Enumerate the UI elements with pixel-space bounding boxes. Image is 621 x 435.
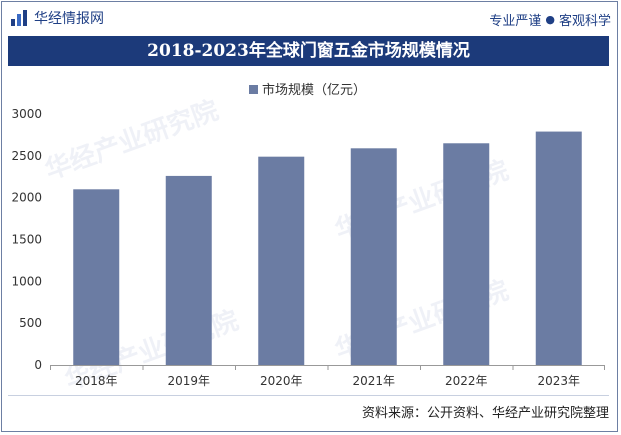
bar [350,148,397,365]
y-tick-label: 2500 [11,149,42,163]
chart-title: 2018-2023年全球门窗五金市场规模情况 [8,36,609,66]
brand-name: 华经情报网 [34,11,104,27]
y-tick-label: 1000 [11,274,42,288]
tagline-right: 客观科学 [558,14,611,29]
x-tick-label: 2018年 [75,374,118,388]
tagline-left: 专业严谨 [489,14,542,29]
y-tick-label: 2000 [11,191,42,205]
legend-label: 市场规模（亿元） [262,82,366,98]
x-tick-label: 2021年 [352,374,395,388]
x-tick-label: 2023年 [537,374,580,388]
top-bar: 华经情报网 专业严谨 ● 客观科学 [0,0,621,36]
y-tick-label: 0 [34,358,42,372]
y-tick-label: 500 [19,316,42,330]
bar [73,189,120,365]
y-tick-label: 1500 [11,233,42,247]
bar [165,175,212,365]
bar [535,131,582,365]
bar [443,143,490,365]
x-tick-label: 2022年 [445,374,488,388]
y-tick-label: 3000 [11,107,42,121]
x-tick-label: 2020年 [260,374,303,388]
tagline: 专业严谨 ● 客观科学 [489,10,611,29]
footer-divider [8,395,609,396]
bar-chart-icon [11,10,27,26]
brand-logo: 华经情报网 [10,8,104,28]
bar [258,156,305,365]
x-tick-label: 2019年 [167,374,210,388]
source-note: 资料来源：公开资料、华经产业研究院整理 [361,406,609,421]
legend-swatch [249,85,258,94]
bullet-dot-icon: ● [545,13,555,26]
